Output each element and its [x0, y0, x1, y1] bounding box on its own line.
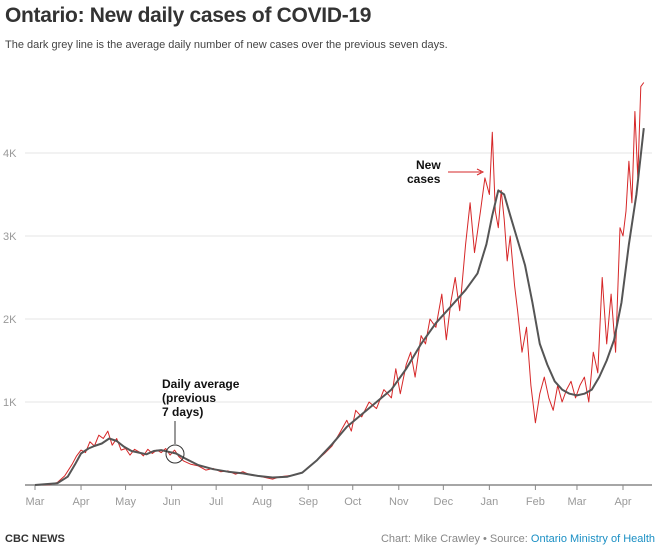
cases-line: [34, 82, 645, 486]
x-tick-label: Aug: [252, 496, 272, 508]
y-tick-label: 3K: [3, 231, 17, 243]
annotation-daily-average: (previous: [162, 391, 216, 405]
brand-label: CBC NEWS: [5, 533, 65, 545]
annotation-new-cases: cases: [407, 172, 441, 186]
arrow-head-icon: [476, 168, 485, 176]
annotation-new-cases: New: [416, 158, 441, 172]
average-line: [34, 127, 645, 486]
annotation-daily-average: 7 days): [162, 405, 203, 419]
x-tick-label: Apr: [614, 496, 631, 508]
annotation-circle: [165, 444, 185, 464]
x-tick-label: Dec: [434, 496, 454, 508]
x-tick-label: Feb: [526, 496, 545, 508]
x-tick-label: Apr: [72, 496, 89, 508]
chart-subtitle: The dark grey line is the average daily …: [5, 39, 448, 51]
x-tick-label: Jun: [163, 496, 181, 508]
x-tick-label: May: [115, 496, 136, 508]
x-tick-label: Oct: [344, 496, 361, 508]
chart-title: Ontario: New daily cases of COVID-19: [5, 4, 372, 27]
source-link[interactable]: Ontario Ministry of Health: [530, 533, 655, 545]
annotation-daily-average: Daily average: [162, 377, 240, 391]
y-tick-label: 1K: [3, 397, 17, 409]
x-tick-label: Mar: [26, 496, 45, 508]
x-tick-label: Mar: [567, 496, 586, 508]
y-tick-label: 4K: [3, 148, 17, 160]
credit-text: Chart: Mike Crawley • Source:: [380, 533, 531, 545]
credit-line: Chart: Mike Crawley • Source: Ontario Mi…: [381, 533, 655, 545]
x-tick-label: Jul: [209, 496, 223, 508]
y-tick-label: 2K: [3, 314, 17, 326]
x-tick-label: Nov: [389, 496, 409, 508]
x-tick-label: Sep: [298, 496, 318, 508]
x-tick-label: Jan: [480, 496, 498, 508]
